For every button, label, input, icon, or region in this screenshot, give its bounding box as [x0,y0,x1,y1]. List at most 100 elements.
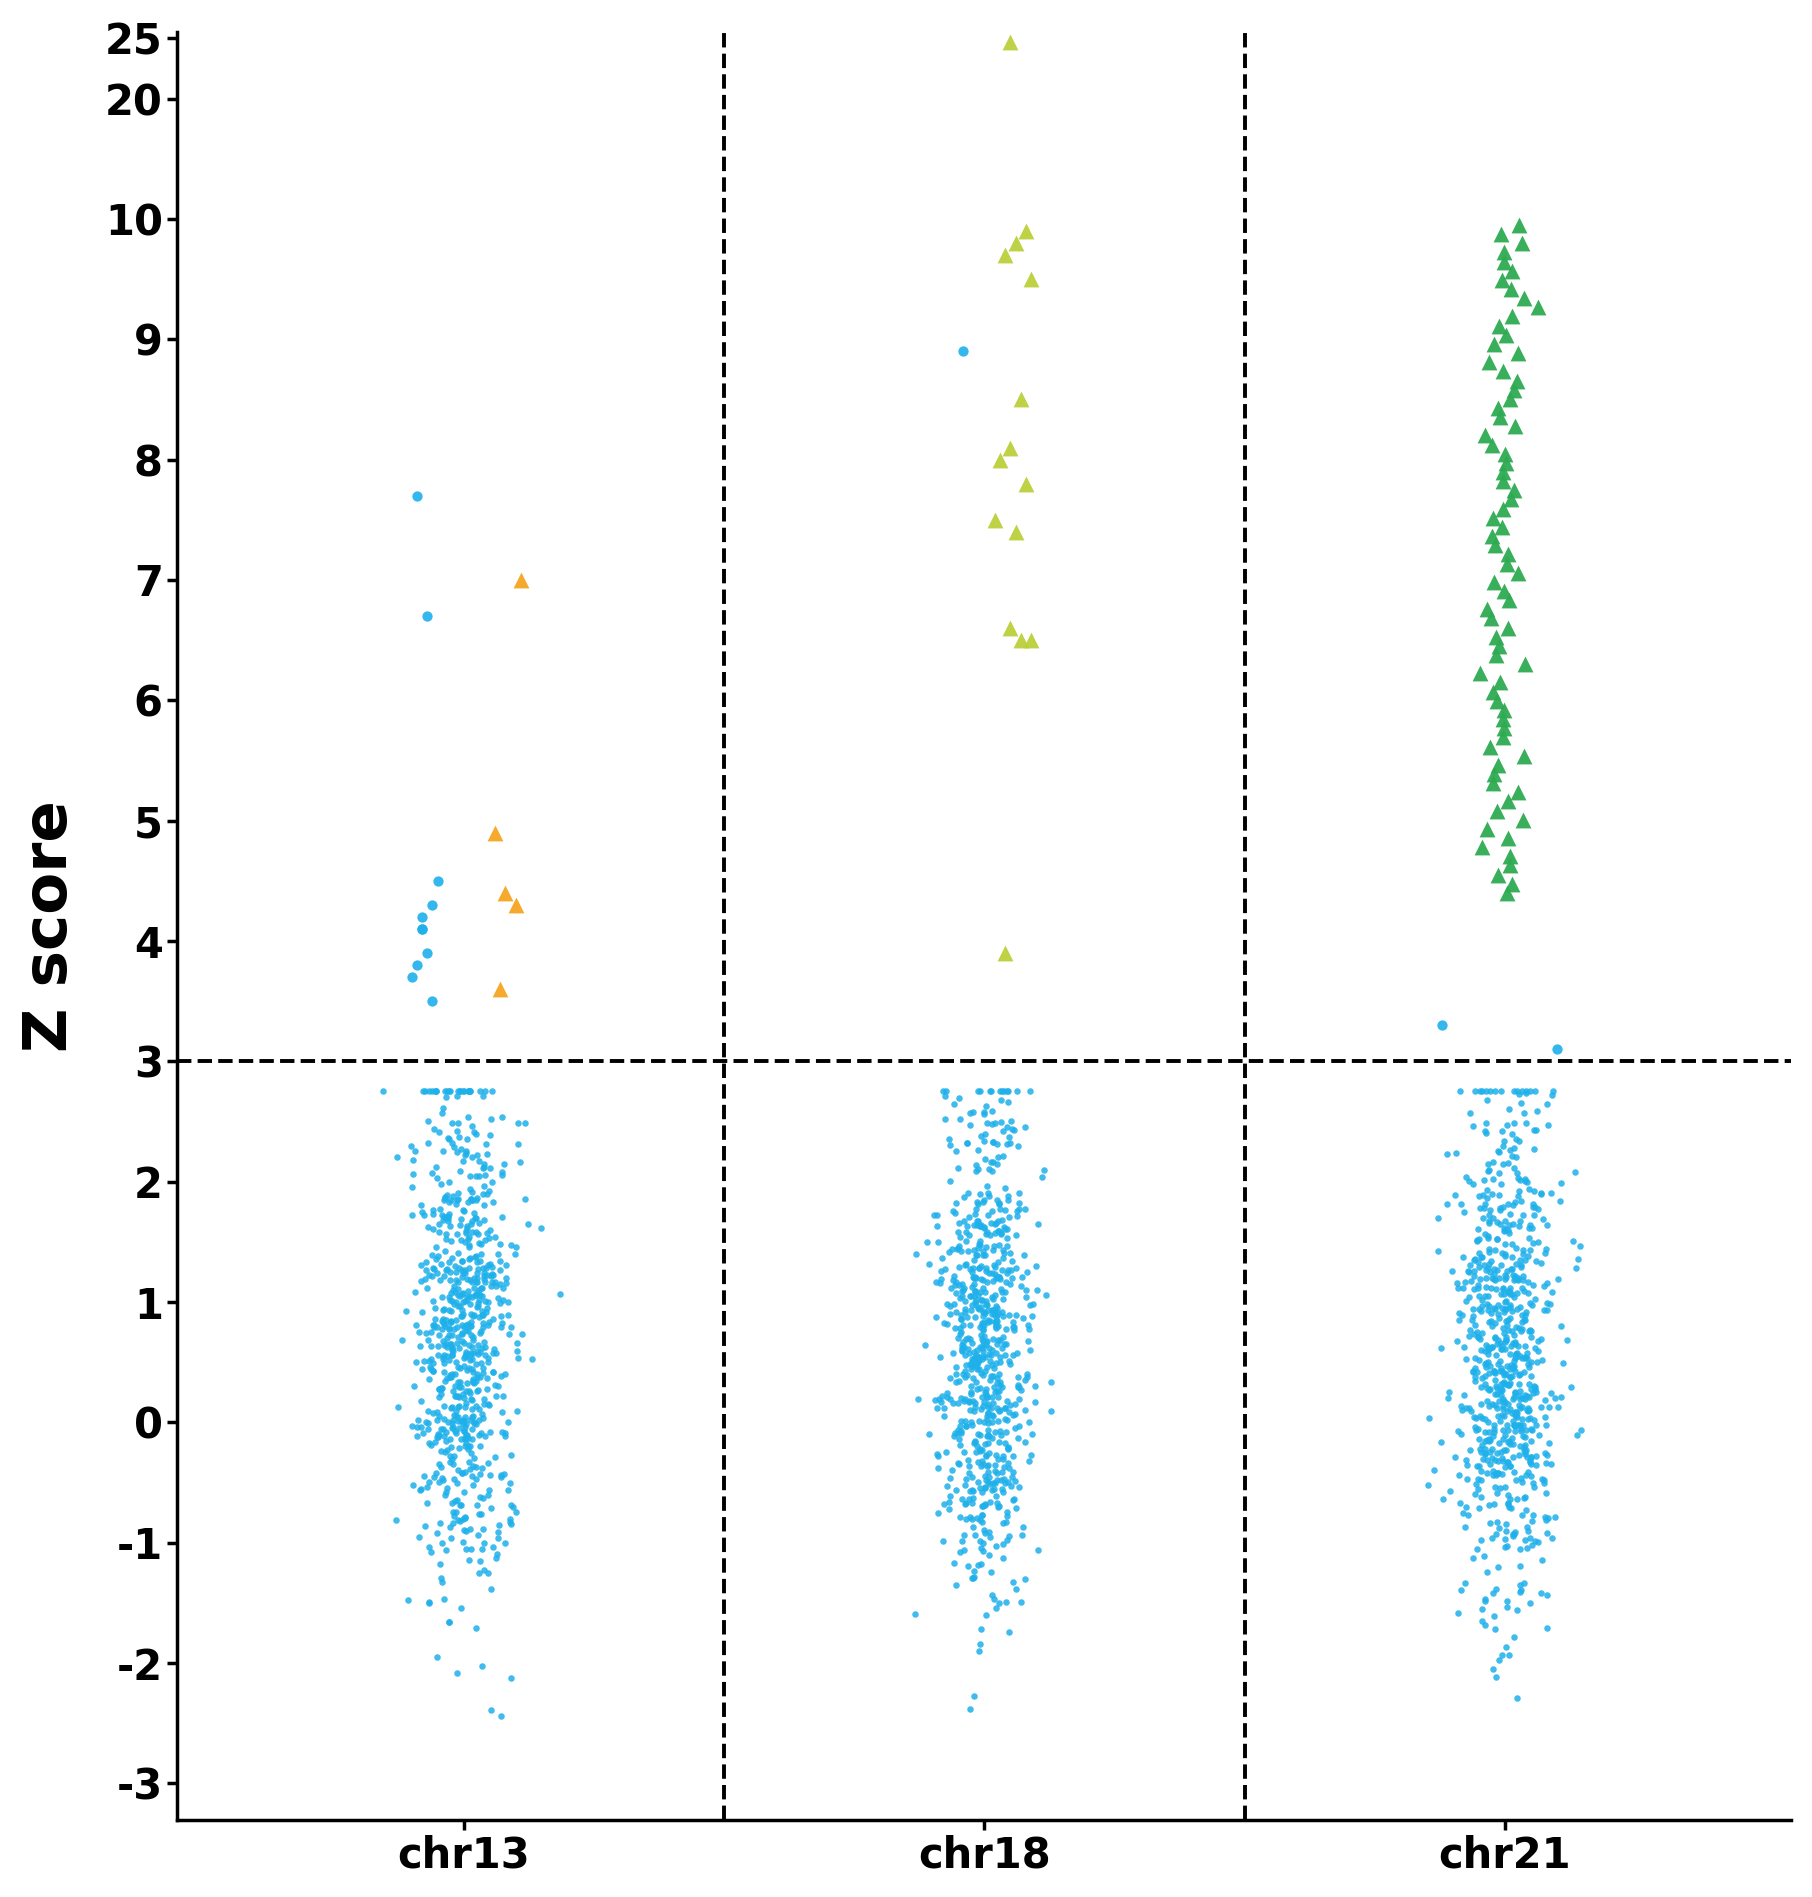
Point [1004,1195,1033,1225]
Point [973,1296,1002,1326]
Point [455,1076,484,1106]
Point [942,1233,971,1263]
Point [440,1400,469,1430]
Point [466,1482,495,1512]
Point [437,1440,466,1470]
Point [930,1402,959,1432]
Point [435,1320,464,1351]
Point [420,1459,449,1489]
Point [1520,1199,1549,1229]
Point [449,1328,478,1358]
Point [440,1415,469,1446]
Point [467,1273,496,1303]
Point [500,1239,529,1269]
Point [978,1265,1007,1296]
Point [1528,1178,1557,1208]
Point [1455,1320,1484,1351]
Point [1511,1423,1540,1453]
Point [410,1461,439,1491]
Point [440,1277,469,1307]
Point [959,1235,988,1265]
Point [969,1341,998,1372]
Point [982,1208,1011,1239]
Point [410,1417,439,1447]
Point [442,1485,471,1516]
Point [495,1504,524,1535]
Point [1499,1076,1528,1106]
Point [458,1366,487,1396]
Point [988,1284,1017,1315]
Point [1486,1195,1515,1225]
Point [959,1385,988,1415]
Point [1459,1356,1488,1387]
Point [971,1277,1000,1307]
Point [973,1466,1002,1497]
Point [410,1201,439,1231]
Point [1495,1199,1524,1229]
Point [448,1277,477,1307]
Point [1459,1356,1488,1387]
Point [455,1244,484,1275]
Point [480,1267,509,1298]
Point [433,1076,462,1106]
Point [991,937,1020,967]
Point [949,1358,978,1389]
Point [404,1521,433,1552]
Point [1489,1191,1518,1222]
Point [496,1491,525,1521]
Point [980,1474,1009,1504]
Point [964,1076,993,1106]
Point [955,1502,984,1533]
Point [1515,1174,1544,1205]
Point [419,1356,448,1387]
Point [1522,1096,1551,1127]
Point [446,1425,475,1455]
Point [429,1421,458,1451]
Point [1479,768,1508,799]
Point [1471,1117,1500,1148]
Point [388,1324,417,1354]
Point [1484,1157,1513,1188]
Point [982,1186,1011,1216]
Point [975,1153,1004,1184]
Point [1567,1415,1596,1446]
Point [429,1326,458,1356]
Point [426,1248,455,1279]
Point [980,1260,1009,1290]
Point [1477,1263,1506,1294]
Point [966,1254,995,1284]
Point [1540,1383,1569,1413]
Point [1484,1299,1513,1330]
Point [1493,1531,1522,1561]
Point [1486,1379,1515,1409]
Point [966,1277,995,1307]
Point [1489,1391,1518,1421]
Point [969,1387,998,1417]
Point [469,1148,498,1178]
Point [467,1299,496,1330]
Point [455,1252,484,1282]
Point [431,1535,460,1565]
Point [975,1220,1004,1250]
Point [1002,1299,1031,1330]
Point [978,1235,1007,1265]
Point [1468,1593,1497,1624]
Point [966,1436,995,1466]
Point [446,1076,475,1106]
Point [1444,1305,1473,1335]
Point [429,1436,458,1466]
Point [955,1324,984,1354]
Point [971,1428,1000,1459]
Point [962,1368,991,1398]
Point [1480,567,1509,598]
Point [969,1273,998,1303]
Point [946,1299,975,1330]
Point [978,1335,1007,1366]
Point [969,1356,998,1387]
Point [1471,1330,1500,1360]
Point [1451,1343,1480,1373]
Point [415,1364,444,1394]
Point [944,1208,973,1239]
Point [1011,1112,1040,1142]
Point [1513,1267,1542,1298]
